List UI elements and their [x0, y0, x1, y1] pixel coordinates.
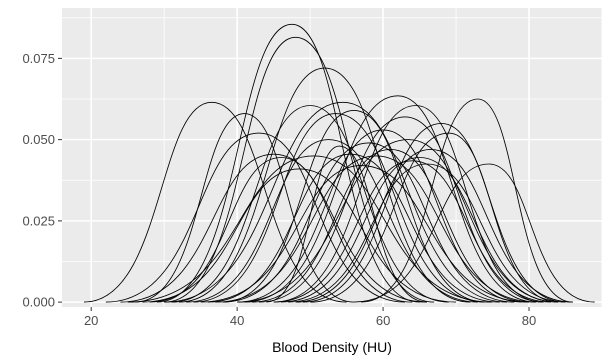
density-curve [120, 153, 427, 303]
density-curve [215, 155, 537, 303]
density-curve [273, 105, 544, 303]
density-curve [273, 160, 551, 303]
density-curve [288, 163, 566, 303]
y-tick-label: 0.000 [22, 295, 55, 310]
x-axis-title: Blood Density (HU) [272, 339, 392, 355]
y-tick-label: 0.050 [22, 132, 55, 147]
density-curve [244, 95, 537, 303]
density-curve [83, 101, 347, 303]
density-curve [295, 148, 573, 303]
density-curve [222, 142, 515, 303]
y-tick-label: 0.025 [22, 213, 55, 228]
density-curve [258, 116, 544, 303]
x-tick-label: 40 [230, 313, 244, 328]
x-tick-label: 20 [84, 313, 98, 328]
density-curve [302, 122, 566, 303]
density-curve [164, 36, 435, 303]
density-curve [193, 113, 486, 303]
plot-panel [62, 8, 602, 307]
x-tick-label: 80 [522, 313, 536, 328]
density-curve [237, 139, 559, 303]
density-curve [251, 148, 530, 303]
density-curve [142, 168, 457, 303]
density-curve [164, 101, 508, 303]
density-curves [83, 23, 595, 303]
density-curve [156, 23, 420, 303]
density-curve [280, 157, 559, 303]
density-curve [361, 98, 573, 303]
density-curve [171, 105, 449, 303]
axes: 20 40 60 80 0.000 0.025 0.050 0.075 [22, 51, 536, 328]
density-curve [266, 145, 427, 303]
x-tick-label: 60 [376, 313, 390, 328]
density-curve [207, 153, 500, 303]
density-curve [353, 163, 595, 303]
density-curve [105, 132, 406, 303]
density-curve [186, 139, 478, 303]
density-curve [178, 67, 471, 303]
y-tick-label: 0.075 [22, 51, 55, 66]
density-curve [237, 129, 522, 303]
